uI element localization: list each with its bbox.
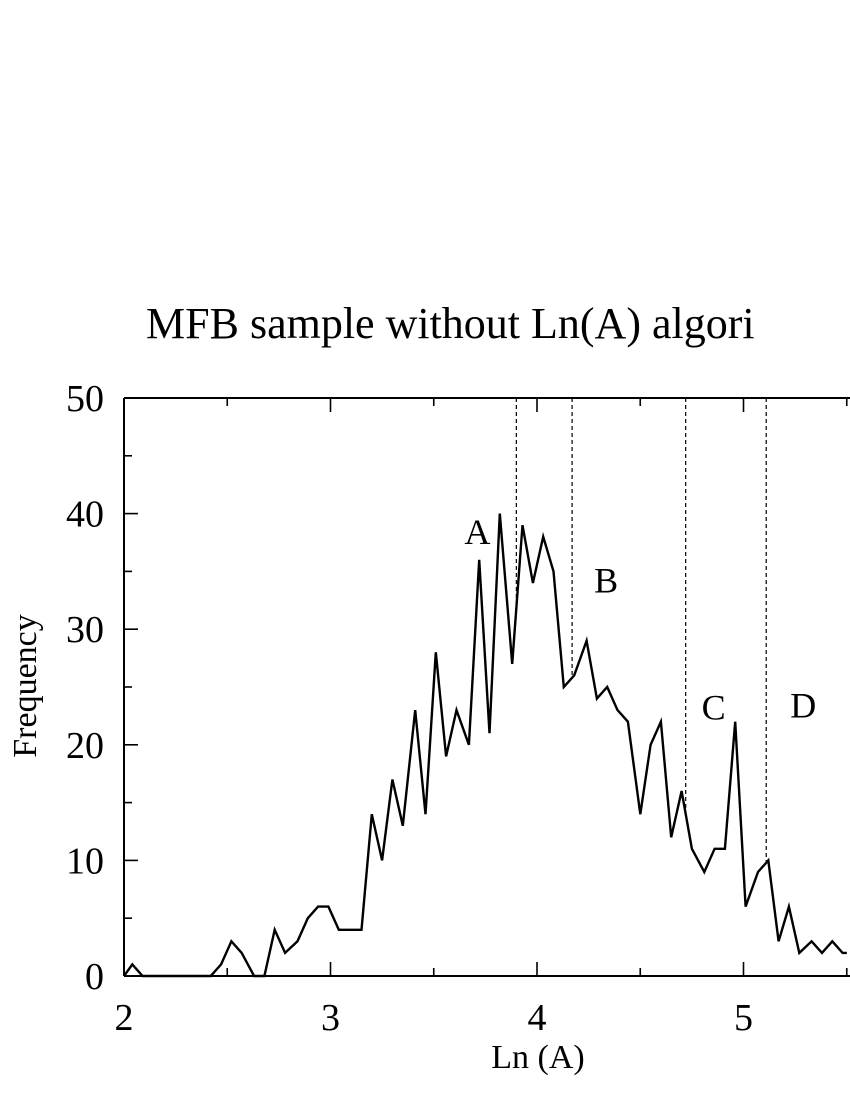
series [123, 513, 847, 978]
y-tick-label: 0 [85, 956, 104, 998]
chart-title: MFB sample without Ln(A) algori [146, 299, 755, 348]
x-tick-label: 2 [115, 997, 134, 1039]
x-tick-label: 4 [528, 997, 547, 1039]
series-line [123, 513, 847, 978]
x-tick-label: 3 [321, 997, 340, 1039]
marker-label-d: D [790, 685, 816, 725]
annotations: A B C D [464, 512, 816, 728]
y-axis-label: Frequency [7, 614, 44, 758]
marker-label-a: A [464, 512, 490, 552]
y-tick-label: 50 [66, 378, 104, 420]
ticks: 0 10 20 30 40 50 2 3 4 5 [66, 378, 848, 1039]
y-tick-label: 20 [66, 725, 104, 767]
y-tick-label: 30 [66, 609, 104, 651]
y-tick-label: 40 [66, 494, 104, 536]
y-tick-label: 10 [66, 840, 104, 882]
marker-label-b: B [594, 560, 618, 600]
x-axis-label: Ln (A) [491, 1039, 584, 1076]
marker-lines [515, 398, 767, 863]
x-tick-label: 5 [734, 997, 753, 1039]
marker-label-c: C [702, 688, 726, 728]
